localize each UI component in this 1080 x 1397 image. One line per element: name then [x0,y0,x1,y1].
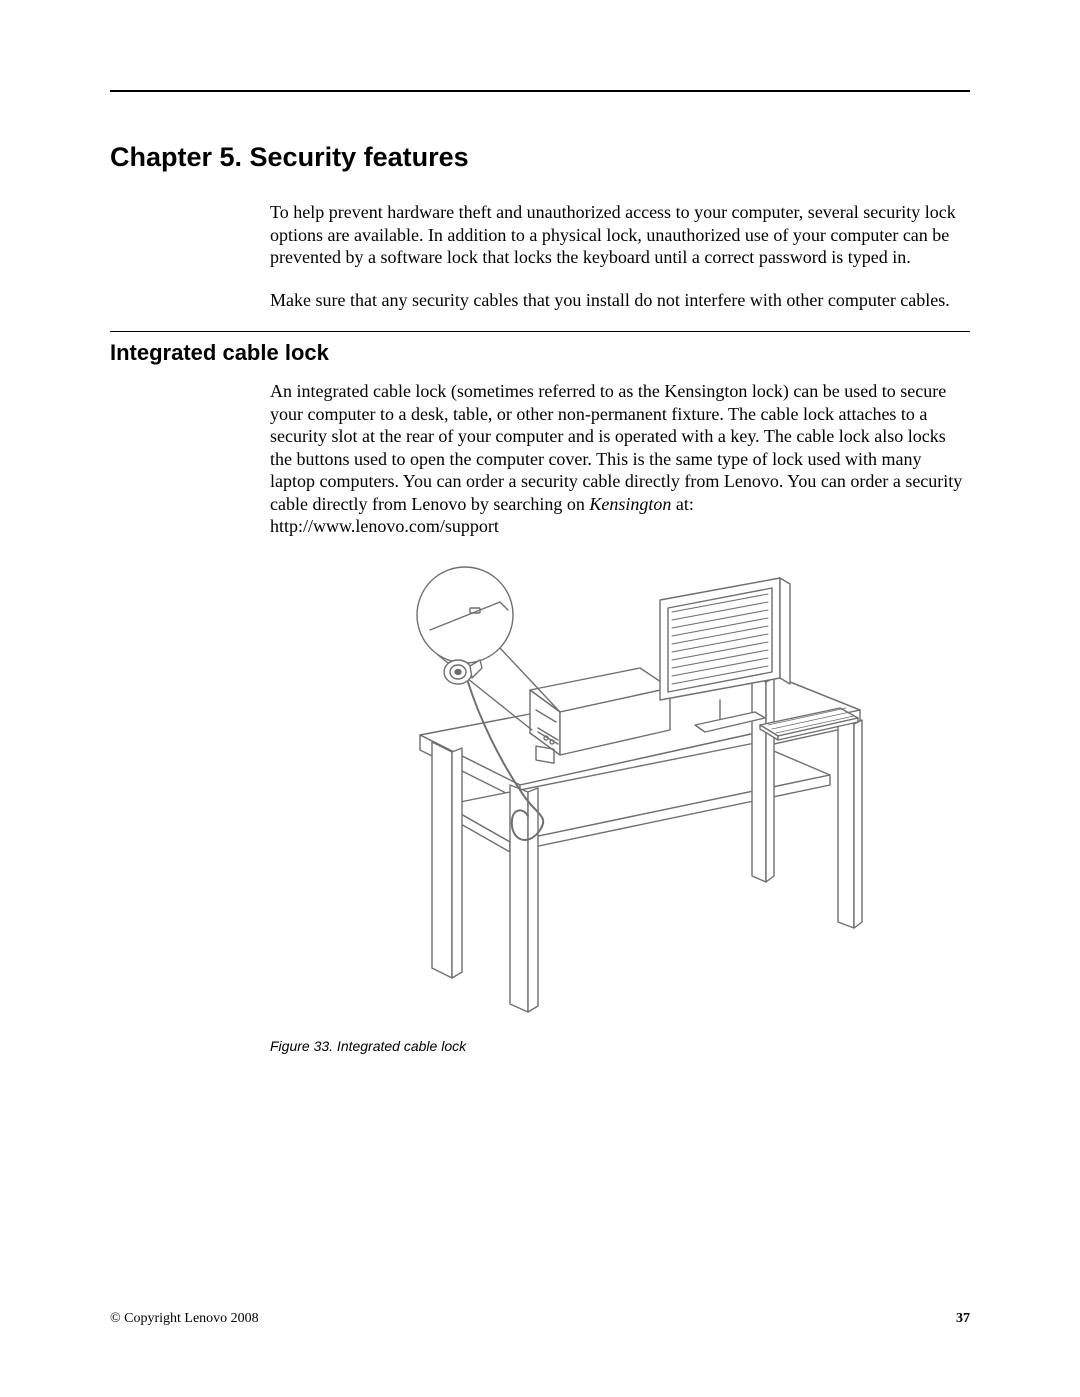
page-number: 37 [956,1311,970,1327]
page-footer: © Copyright Lenovo 2008 37 [110,1311,970,1327]
section-text-2: at: [671,494,694,514]
section-divider [110,331,970,332]
cable-lock-illustration [360,560,880,1020]
section-url: http://www.lenovo.com/support [270,516,499,536]
figure-caption: Figure 33. Integrated cable lock [270,1038,970,1054]
figure: Figure 33. Integrated cable lock [270,560,970,1054]
copyright-text: © Copyright Lenovo 2008 [110,1311,259,1327]
section-body: An integrated cable lock (sometimes refe… [270,380,970,538]
section-italic: Kensington [589,494,671,514]
top-divider [110,90,970,92]
intro-paragraph-2: Make sure that any security cables that … [270,289,970,312]
intro-paragraph-1: To help prevent hardware theft and unaut… [270,201,970,269]
section-title: Integrated cable lock [110,340,970,366]
chapter-title: Chapter 5. Security features [110,142,970,173]
chapter-intro: To help prevent hardware theft and unaut… [270,201,970,311]
section-paragraph: An integrated cable lock (sometimes refe… [270,380,970,538]
